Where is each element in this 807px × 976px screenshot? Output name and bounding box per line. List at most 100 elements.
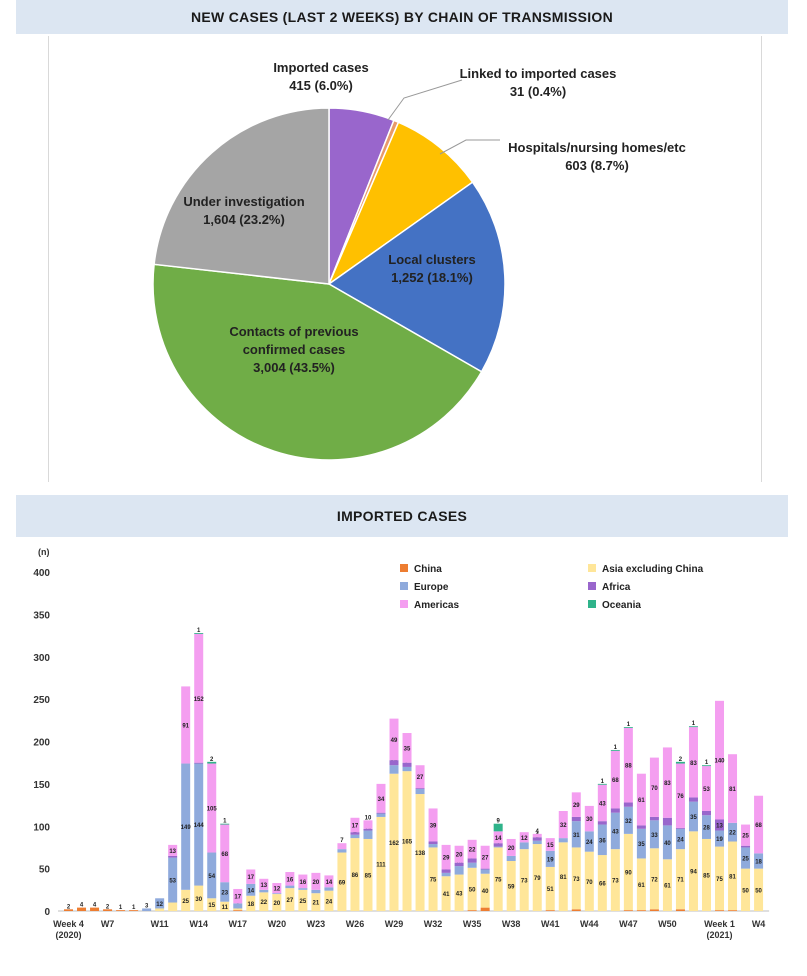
bar-data-label: 30 xyxy=(195,897,202,903)
bar-data-label: 40 xyxy=(664,841,671,847)
bar-data-label: 12 xyxy=(273,887,280,893)
bar-data-label: 43 xyxy=(599,801,606,807)
bar-data-label: 20 xyxy=(456,853,463,859)
bar-data-label: 50 xyxy=(755,888,762,894)
bar-segment-europe xyxy=(675,828,685,850)
bar-data-label: 32 xyxy=(625,819,632,825)
bar-data-label: 7 xyxy=(340,838,344,844)
pie-label: 1,604 (23.2%) xyxy=(203,212,285,227)
bar-data-label: 2 xyxy=(67,904,71,910)
bar-segment-europe xyxy=(636,828,646,859)
bar-segment-europe xyxy=(311,889,321,894)
bar-data-label: 25 xyxy=(742,857,749,863)
bar-segment-americas xyxy=(389,718,399,761)
x-tick-label: (2021) xyxy=(707,930,733,940)
x-tick-label: W50 xyxy=(658,919,677,929)
bar-segment-africa xyxy=(636,825,646,829)
bar-segment-americas xyxy=(688,727,698,798)
bar-segment-asia-excluding-china xyxy=(298,889,308,911)
bar-data-label: 24 xyxy=(326,899,333,905)
bar-data-label: 72 xyxy=(651,877,658,883)
bar-segment-americas xyxy=(337,843,347,850)
bar-data-label: 53 xyxy=(169,879,176,885)
bar-segment-americas xyxy=(324,875,334,888)
bar-segment-europe xyxy=(207,852,217,899)
pie-chart: Imported cases 415 (6.0%) Linked to import… xyxy=(152,60,686,461)
bar-segment-europe xyxy=(467,862,477,868)
bar-segment-asia-excluding-china xyxy=(506,860,516,911)
bar-segment-africa xyxy=(741,845,751,848)
bar-data-label: 39 xyxy=(430,823,437,829)
x-tick-label: Week 4 xyxy=(53,919,84,929)
bar-segment-africa xyxy=(194,762,204,764)
bar-data-label: 20 xyxy=(313,880,320,886)
bar-segment-americas xyxy=(272,883,282,894)
bar-segment-europe xyxy=(285,885,295,889)
bar-segment-europe xyxy=(728,822,738,842)
y-tick-label: 50 xyxy=(39,865,51,876)
bar-data-label: 4 xyxy=(93,903,97,909)
bar-data-label: 81 xyxy=(729,874,736,880)
x-tick-label: (2020) xyxy=(56,930,82,940)
bar-data-label: 36 xyxy=(599,838,606,844)
pie-label: Local clusters xyxy=(388,252,475,267)
bar-segment-oceania xyxy=(220,823,230,825)
pie-label: 31 (0.4%) xyxy=(510,84,566,99)
bar-segment-europe xyxy=(545,850,555,867)
y-tick-label: 0 xyxy=(44,907,50,918)
bar-segment-china xyxy=(116,910,126,911)
bar-segment-americas xyxy=(259,878,269,890)
bar-data-label: 23 xyxy=(221,890,228,896)
bar-data-label: 13 xyxy=(260,883,267,889)
bar-segment-americas xyxy=(467,839,477,859)
x-tick-label: W14 xyxy=(189,919,208,929)
bar-data-label: 90 xyxy=(625,871,632,877)
bar-segment-americas xyxy=(194,633,204,763)
bar-data-label: 2 xyxy=(210,757,214,763)
bar-segment-europe xyxy=(389,765,399,774)
bar-segment-americas xyxy=(701,766,711,811)
bar-segment-asia-excluding-china xyxy=(584,851,594,911)
bar-segment-asia-excluding-china xyxy=(715,846,725,911)
bar-segment-asia-excluding-china xyxy=(558,842,568,911)
bar-segment-europe xyxy=(715,830,725,847)
bar-data-label: 4 xyxy=(536,829,540,835)
bar-segment-asia-excluding-china xyxy=(389,773,399,911)
bar-segment-china xyxy=(623,910,633,911)
bar-segment-asia-excluding-china xyxy=(350,838,360,911)
x-tick-label: W4 xyxy=(752,919,766,929)
leader-line-hospitals xyxy=(439,139,500,155)
bar-segment-europe xyxy=(142,908,152,911)
bar-segment-oceania xyxy=(493,823,503,832)
bar-segment-asia-excluding-china xyxy=(532,844,542,911)
bar-segment-americas xyxy=(649,757,659,817)
bar-segment-asia-excluding-china xyxy=(233,908,243,911)
leader-line-linked xyxy=(387,79,463,121)
bar-segment-asia-excluding-china xyxy=(272,894,282,911)
bar-data-label: 15 xyxy=(208,903,215,909)
bar-segment-europe xyxy=(480,869,490,874)
bar-segment-americas xyxy=(402,733,412,763)
bar-segment-asia-excluding-china xyxy=(220,901,230,911)
bar-data-label: 1 xyxy=(119,905,123,911)
bar-data-label: 17 xyxy=(234,895,241,901)
bar-segment-europe xyxy=(610,812,620,850)
bar-segment-americas xyxy=(597,784,607,822)
pie-label: Contacts of previous xyxy=(229,324,358,339)
pie-label: Linked to imported cases xyxy=(460,66,617,81)
bar-segment-africa xyxy=(623,802,633,807)
legend-label: China xyxy=(414,564,442,575)
y-tick-label: 400 xyxy=(33,568,50,579)
bar-data-label: 12 xyxy=(156,902,163,908)
bar-segment-americas xyxy=(636,773,646,826)
bar-data-label: 1 xyxy=(705,760,709,766)
bar-data-label: 1 xyxy=(614,745,618,751)
x-tick-label: W11 xyxy=(151,919,169,929)
bar-segment-asia-excluding-china xyxy=(246,895,256,911)
bar-segment-china xyxy=(545,910,555,911)
bar-segment-asia-excluding-china xyxy=(181,889,191,911)
bar-segment-china xyxy=(64,909,74,911)
pie-label: confirmed cases xyxy=(243,342,346,357)
bar-data-label: 32 xyxy=(560,823,567,829)
bar-segment-asia-excluding-china xyxy=(324,890,334,911)
